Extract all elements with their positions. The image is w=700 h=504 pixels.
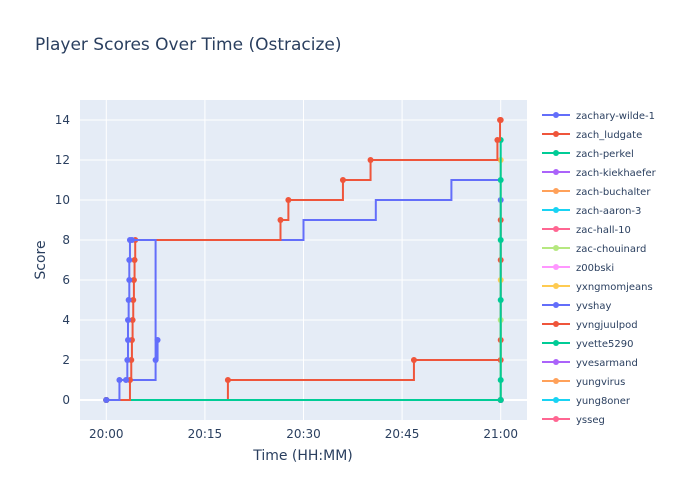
y-tick-label: 0 <box>62 393 70 407</box>
series-point <box>130 297 137 303</box>
x-tick-label: 20:45 <box>385 427 420 441</box>
axis-ticks: 0 2 4 6 8 10 12 14 20:00 20:15 20:30 20:45 21:00 <box>55 113 518 441</box>
series-point <box>497 397 504 403</box>
y-tick-label: 4 <box>62 313 70 327</box>
series-point <box>123 377 130 383</box>
legend-swatch-marker <box>553 397 559 403</box>
legend-swatch-marker <box>553 150 559 156</box>
legend-swatch-marker <box>553 226 559 232</box>
series-point <box>124 317 131 323</box>
series-point <box>131 257 138 263</box>
series-point <box>126 257 133 263</box>
legend-label: zach-perkel <box>576 149 634 160</box>
legend-label: zac-hall-10 <box>576 225 631 236</box>
legend-swatch-marker <box>553 264 559 270</box>
series-point <box>126 277 133 283</box>
legend-label: yungvirus <box>576 377 625 388</box>
y-axis-label: Score <box>33 240 49 279</box>
legend-swatch-marker <box>553 359 559 365</box>
series-point <box>125 297 132 303</box>
grid-lines <box>80 100 527 420</box>
series-point <box>497 297 504 303</box>
legend-label: zachary-wilde-1 <box>576 111 655 122</box>
x-axis-label: Time (HH:MM) <box>252 448 353 464</box>
series-point <box>339 177 346 183</box>
x-tick-label: 20:30 <box>286 427 321 441</box>
legend-label: yvette5290 <box>576 339 633 350</box>
series-point <box>130 277 137 283</box>
legend-swatch-marker <box>553 302 559 308</box>
series-point <box>277 217 284 223</box>
legend-swatch-marker <box>553 416 559 422</box>
series-point <box>410 357 417 363</box>
legend-label: yung8oner <box>576 396 631 407</box>
legend-label: ysseg <box>576 415 605 426</box>
x-tick-label: 20:15 <box>188 427 223 441</box>
series-point <box>124 357 131 363</box>
y-tick-label: 14 <box>55 113 70 127</box>
series-point <box>128 237 135 243</box>
legend-swatch-marker <box>553 188 559 194</box>
legend-label: zach_ludgate <box>576 130 642 141</box>
y-tick-label: 12 <box>55 153 70 167</box>
series-point <box>285 197 292 203</box>
y-tick-label: 8 <box>62 233 70 247</box>
series-point <box>152 357 159 363</box>
legend-swatch-marker <box>553 131 559 137</box>
series-point <box>129 317 136 323</box>
series-point <box>124 337 131 343</box>
legend-label: yvngjuulpod <box>576 320 638 331</box>
series-point <box>497 237 504 243</box>
series-point <box>154 337 161 343</box>
legend-label: yvshay <box>576 301 612 312</box>
legend-swatch-marker <box>553 321 559 327</box>
x-tick-label: 21:00 <box>483 427 518 441</box>
legend-label: zac-chouinard <box>576 244 646 255</box>
legend-label: zach-buchalter <box>576 187 651 198</box>
series-point <box>116 377 123 383</box>
series-line-segment <box>135 179 501 241</box>
series-group <box>103 117 504 403</box>
legend-swatch-marker <box>553 378 559 384</box>
legend-swatch-marker <box>553 340 559 346</box>
legend-label: zach-kiekhaefer <box>576 168 657 179</box>
x-tick-label: 20:00 <box>89 427 124 441</box>
series-point <box>494 137 501 143</box>
legend-label: z00bski <box>576 263 614 274</box>
legend-swatch-marker <box>553 169 559 175</box>
legend-label: yxngmomjeans <box>576 282 653 293</box>
y-tick-label: 10 <box>55 193 70 207</box>
legend-label: yvesarmand <box>576 358 638 369</box>
legend-swatch-marker <box>553 245 559 251</box>
legend-swatch-marker <box>553 207 559 213</box>
y-tick-label: 2 <box>62 353 70 367</box>
series-line-segment <box>131 360 157 381</box>
legend-swatch-marker <box>553 283 559 289</box>
y-tick-label: 6 <box>62 273 70 287</box>
legend-label: zach-aaron-3 <box>576 206 641 217</box>
series-point <box>224 377 231 383</box>
chart-title: Player Scores Over Time (Ostracize) <box>35 35 342 55</box>
series-point <box>497 377 504 383</box>
legend: zachary-wilde-1 zach_ludgate zach-perkel za… <box>542 111 657 426</box>
series-point <box>103 397 110 403</box>
series-point <box>367 157 374 163</box>
legend-swatch-marker <box>553 112 559 118</box>
series-point <box>497 117 504 123</box>
series-point <box>497 177 504 183</box>
